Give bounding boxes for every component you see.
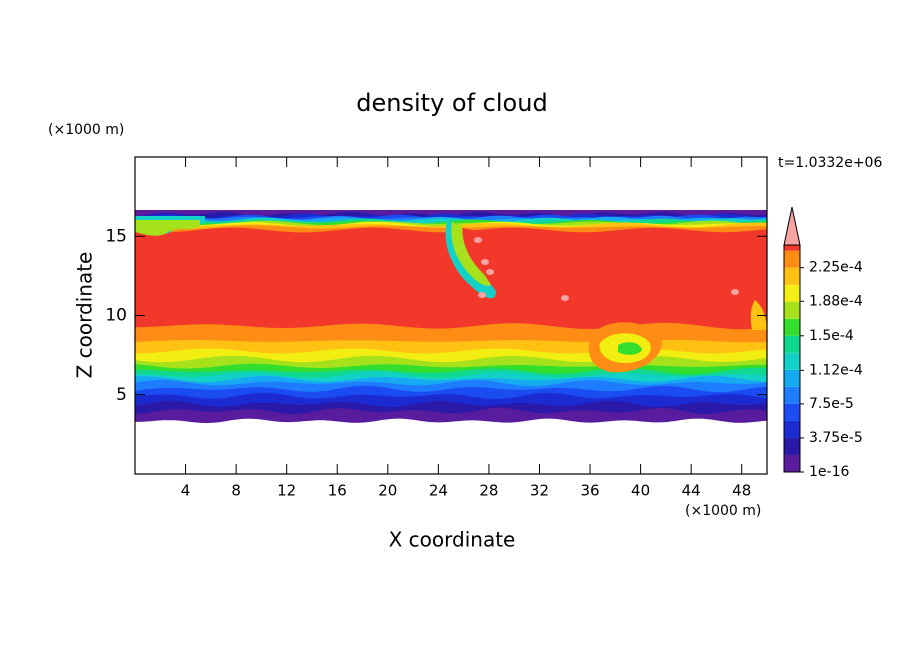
x-tick-label: 28	[479, 482, 498, 500]
chart-title: density of cloud	[356, 89, 547, 117]
contour-band	[135, 227, 767, 330]
x-tick-label: 44	[682, 482, 701, 500]
field	[135, 210, 767, 424]
colorbar-band	[784, 420, 800, 438]
colorbar-band	[784, 250, 800, 268]
x-tick-label: 12	[277, 482, 296, 500]
time-annotation: t=1.0332e+06	[778, 155, 882, 171]
contour-region	[135, 220, 200, 236]
colorbar-band	[784, 267, 800, 285]
contour-region	[618, 342, 642, 355]
colorbar-band	[784, 386, 800, 404]
x-tick-label: 16	[328, 482, 347, 500]
colorbar-frame	[783, 244, 801, 473]
contour-peak	[481, 259, 489, 265]
colorbar-band	[784, 437, 800, 455]
colorbar-tick-label: 1.88e-4	[809, 293, 863, 309]
colorbar: 1e-16 3.75e-5 7.5e-5 1.12e-4 1.5e-4 1.88e-4 2.…	[783, 206, 863, 480]
colorbar-tick-label: 1.12e-4	[809, 362, 863, 378]
colorbar-band	[784, 318, 800, 336]
contour-peak	[474, 237, 482, 243]
colorbar-extend	[783, 206, 801, 246]
colorbar-band	[784, 301, 800, 319]
colorbar-tick-label: 1e-16	[809, 464, 849, 480]
contour-region	[451, 222, 492, 286]
contour-peak	[561, 295, 569, 301]
y-unit: (×1000 m)	[48, 122, 124, 138]
colorbar-band	[784, 335, 800, 353]
colorbar-tick-label: 3.75e-5	[809, 430, 863, 446]
colorbar-band	[784, 245, 800, 251]
x-tick-label: 40	[631, 482, 650, 500]
y-tick-label: 10	[105, 306, 127, 326]
x-tick-label: 36	[580, 482, 599, 500]
colorbar-band	[784, 284, 800, 302]
colorbar-tick-label: 7.5e-5	[809, 396, 854, 412]
x-unit: (×1000 m)	[685, 503, 761, 519]
y-tick-label: 5	[116, 385, 127, 405]
x-tick-label: 4	[181, 482, 191, 500]
colorbar-tick-label: 2.25e-4	[809, 260, 863, 276]
colorbar-tick-label: 1.5e-4	[809, 328, 854, 344]
y-axis-label: Z coordinate	[73, 252, 97, 379]
colorbar-band	[784, 352, 800, 370]
colorbar-band	[784, 454, 800, 472]
x-tick-label: 20	[378, 482, 397, 500]
x-tick-label: 24	[429, 482, 448, 500]
x-tick-label: 48	[732, 482, 751, 500]
colorbar-band	[784, 403, 800, 421]
colorbar-band	[784, 369, 800, 387]
x-axis-label: X coordinate	[389, 528, 516, 552]
x-tick-label: 8	[231, 482, 241, 500]
contour-peak	[478, 292, 486, 298]
contour-region	[462, 228, 520, 300]
x-tick-label: 32	[530, 482, 549, 500]
contour-peak	[486, 269, 494, 275]
contour-peak	[731, 289, 739, 295]
y-tick-label: 15	[105, 226, 127, 246]
